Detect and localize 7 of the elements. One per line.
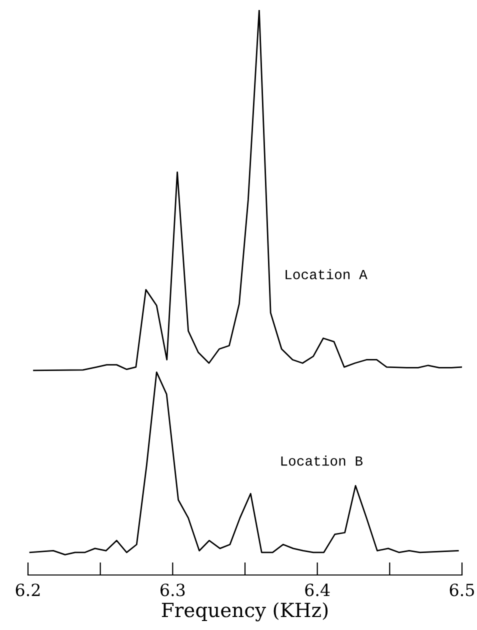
x-tick-label: 6.3 xyxy=(160,584,185,596)
x-tick-label: 6.4 xyxy=(305,584,330,596)
series-label: Location B xyxy=(281,456,363,466)
series-label: Location A xyxy=(286,269,368,280)
x-axis-title: Frequency (KHz) xyxy=(162,602,328,622)
x-tick-label: 6.5 xyxy=(450,584,474,596)
x-tick-label: 6.2 xyxy=(16,584,40,596)
